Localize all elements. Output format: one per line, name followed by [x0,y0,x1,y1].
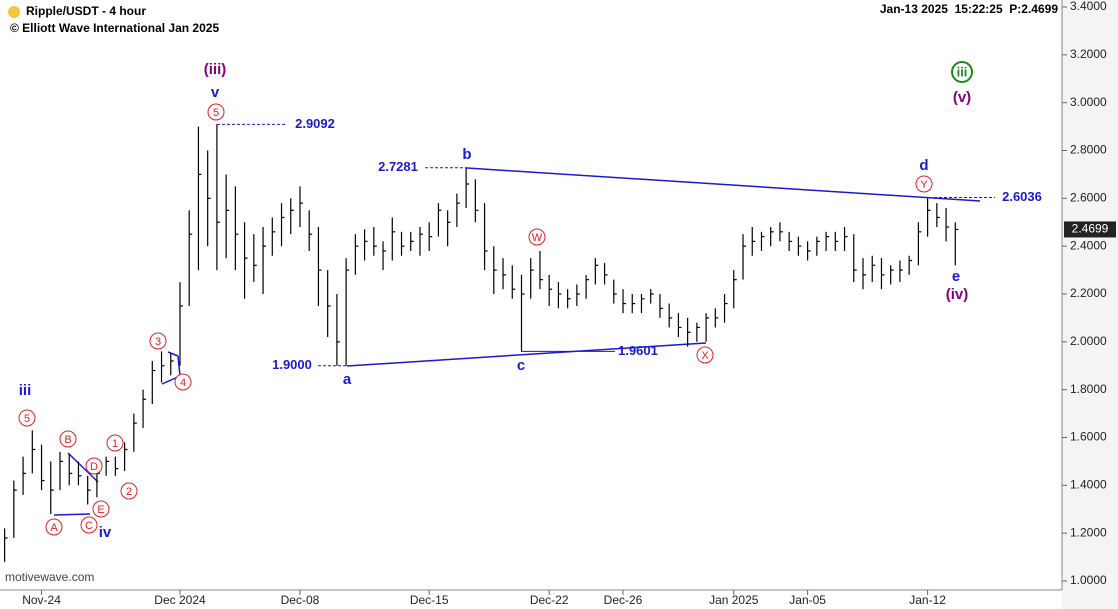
wave-circle [120,482,138,500]
wave-label: v [211,84,220,101]
trendline [67,452,99,483]
wave-label: iv [99,524,112,541]
wave-circle [85,457,103,475]
x-tick-label: Dec-08 [281,593,320,607]
wave-label: iii [957,64,968,79]
wave-label: b [462,146,471,163]
x-tick-label: Dec-26 [604,593,643,607]
wave-label: c [517,357,525,374]
x-tick-label: Nov-24 [22,593,61,607]
wave-label: (v) [953,89,971,106]
wave-label: X [701,350,709,362]
level-label: 1.9000 [272,357,312,372]
wave-label: E [97,504,104,516]
y-tick-label: 3.0000 [1070,95,1107,109]
y-tick-label: 2.4000 [1070,238,1107,252]
wave-circle [92,500,110,518]
wave-label: B [64,434,71,446]
wave-label: 4 [180,377,186,389]
y-tick-label: 2.0000 [1070,334,1107,348]
wave-circle [915,175,933,193]
chart-title: Ripple/USDT - 4 hour [26,4,146,18]
y-tick-label: 3.4000 [1070,0,1107,13]
level-label: 2.9092 [295,116,335,131]
wave-label: 2 [126,486,132,498]
y-tick-label: 1.2000 [1070,525,1107,539]
wave-circle [174,373,192,391]
wave-label: C [85,520,93,532]
x-tick-label: Jan-12 [909,593,946,607]
chart-subtitle: © Elliott Wave International Jan 2025 [10,21,219,35]
wave-label: A [50,522,58,534]
wave-circle [207,103,225,121]
y-tick-label: 1.4000 [1070,478,1107,492]
x-tick-label: Jan 2025 [709,593,759,607]
y-tick-label: 1.6000 [1070,430,1107,444]
trendline [466,167,981,202]
watermark: motivewave.com [5,570,94,584]
y-tick-label: 1.0000 [1070,573,1107,587]
wave-label: 1 [112,438,118,450]
level-label: 2.7281 [378,159,418,174]
trendline [346,342,707,367]
wave-label: (iv) [946,286,969,303]
wave-label: e [952,268,960,285]
wave-label: 5 [24,413,30,425]
wave-circle [18,409,36,427]
wave-label: d [919,157,928,174]
wave-label: (iii) [204,61,227,78]
wave-label: W [532,232,543,244]
x-tick-label: Dec-22 [530,593,569,607]
wave-circle [80,516,98,534]
wave-circle [149,332,167,350]
wave-circle [45,518,63,536]
y-tick-label: 1.8000 [1070,382,1107,396]
wave-label: 5 [213,107,219,119]
y-tick-label: 2.2000 [1070,286,1107,300]
x-tick-label: Jan-05 [789,593,826,607]
level-label: 1.9601 [618,343,658,358]
x-tick-label: Dec-15 [410,593,449,607]
info: Jan-13 2025 15:22:25 P:2.4699 [880,2,1058,16]
wave-circle [951,61,973,83]
trendline [53,513,91,516]
wave-label: iii [19,382,32,399]
wave-circle [59,430,77,448]
level-label: 2.6036 [1002,189,1042,204]
wave-circle [696,346,714,364]
wave-label: a [343,371,352,388]
wave-label: D [90,461,98,473]
y-tick-label: 2.8000 [1070,143,1107,157]
last-price-label: 2.4699 [1072,222,1109,236]
last-price-tag [1064,221,1116,238]
x-tick-label: Dec 2024 [154,593,206,607]
wave-circle [106,434,124,452]
trendline [167,351,179,357]
trendline [177,355,181,377]
price-axis-bg [1062,0,1118,609]
y-tick-label: 2.6000 [1070,191,1107,205]
wave-circle [528,228,546,246]
symbol-dot [8,6,20,18]
wave-label: 3 [155,336,161,348]
wave-label: Y [920,179,928,191]
y-tick-label: 3.2000 [1070,47,1107,61]
